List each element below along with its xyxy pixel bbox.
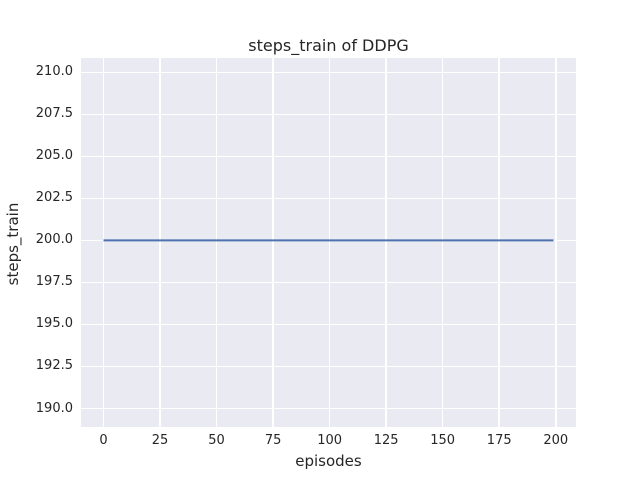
y-axis-label: steps_train — [4, 202, 22, 286]
series-line — [103, 239, 554, 242]
y-tick-label: 195.0 — [35, 316, 73, 332]
x-tick-label: 125 — [373, 433, 399, 448]
gridline-vertical — [328, 58, 331, 427]
gridline-vertical — [159, 58, 161, 427]
x-tick-label: 175 — [486, 433, 512, 448]
gridline-horizontal — [81, 407, 576, 410]
x-tick-label: 200 — [543, 433, 569, 448]
gridline-horizontal — [81, 71, 576, 74]
gridline-horizontal — [81, 365, 576, 368]
x-tick-label: 25 — [151, 433, 169, 448]
x-axis-label: episodes — [295, 452, 362, 470]
y-tick-label: 207.5 — [35, 106, 73, 122]
chart-title: steps_train of DDPG — [248, 36, 409, 55]
gridline-horizontal — [81, 197, 576, 200]
x-tick-label: 50 — [208, 433, 225, 448]
y-tick-label: 197.5 — [35, 274, 73, 290]
plot-area — [81, 58, 576, 427]
gridline-vertical — [555, 58, 557, 427]
gridline-horizontal — [81, 155, 576, 158]
gridline-vertical — [272, 58, 274, 427]
x-tick-label: 75 — [264, 433, 282, 448]
gridline-vertical — [385, 58, 387, 427]
gridline-horizontal — [81, 281, 576, 284]
gridline-horizontal — [81, 323, 576, 326]
gridline-vertical — [102, 58, 105, 427]
x-tick-label: 150 — [430, 433, 456, 448]
gridline-horizontal — [81, 113, 576, 116]
x-tick-label: 100 — [317, 433, 343, 448]
gridline-vertical — [441, 58, 444, 427]
y-tick-label: 205.0 — [35, 148, 73, 164]
y-tick-label: 200.0 — [35, 232, 73, 248]
y-tick-label: 192.5 — [35, 358, 73, 374]
y-tick-label: 190.0 — [35, 400, 73, 416]
y-tick-label: 202.5 — [35, 190, 73, 206]
y-tick-label: 210.0 — [35, 64, 73, 80]
gridline-vertical — [498, 58, 500, 427]
gridline-vertical — [215, 58, 218, 427]
x-tick-label: 0 — [99, 433, 108, 448]
